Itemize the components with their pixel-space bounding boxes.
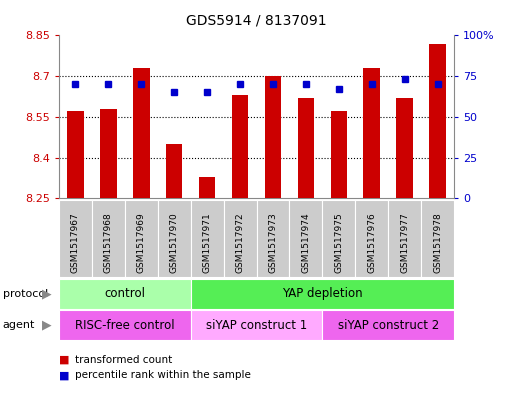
Bar <box>59 279 191 309</box>
Bar <box>256 200 289 277</box>
Text: GSM1517975: GSM1517975 <box>334 212 343 273</box>
Bar <box>330 112 347 198</box>
Bar <box>388 200 421 277</box>
Bar <box>59 200 92 277</box>
Bar <box>429 44 446 198</box>
Text: GSM1517970: GSM1517970 <box>170 212 179 273</box>
Bar <box>289 200 322 277</box>
Text: GSM1517971: GSM1517971 <box>203 212 212 273</box>
Bar <box>92 200 125 277</box>
Bar <box>265 76 281 198</box>
Bar <box>397 98 413 198</box>
Bar <box>158 200 191 277</box>
Bar <box>364 68 380 198</box>
Bar <box>355 200 388 277</box>
Bar <box>322 310 454 340</box>
Text: GSM1517967: GSM1517967 <box>71 212 80 273</box>
Bar <box>191 310 322 340</box>
Text: protocol: protocol <box>3 289 48 299</box>
Bar <box>125 200 158 277</box>
Text: control: control <box>104 287 145 300</box>
Bar <box>224 200 256 277</box>
Bar <box>298 98 314 198</box>
Bar <box>421 200 454 277</box>
Text: RISC-free control: RISC-free control <box>75 319 174 332</box>
Bar <box>199 177 215 198</box>
Bar <box>191 279 454 309</box>
Text: siYAP construct 1: siYAP construct 1 <box>206 319 307 332</box>
Text: ▶: ▶ <box>43 319 52 332</box>
Text: transformed count: transformed count <box>75 354 173 365</box>
Text: GSM1517978: GSM1517978 <box>433 212 442 273</box>
Text: GSM1517973: GSM1517973 <box>268 212 278 273</box>
Text: GSM1517974: GSM1517974 <box>301 212 310 273</box>
Text: percentile rank within the sample: percentile rank within the sample <box>75 370 251 380</box>
Text: GSM1517976: GSM1517976 <box>367 212 376 273</box>
Text: GDS5914 / 8137091: GDS5914 / 8137091 <box>186 14 327 28</box>
Bar <box>191 200 224 277</box>
Bar <box>100 109 116 198</box>
Bar <box>133 68 149 198</box>
Bar <box>322 200 355 277</box>
Bar <box>67 112 84 198</box>
Text: ■: ■ <box>59 370 69 380</box>
Text: GSM1517969: GSM1517969 <box>137 212 146 273</box>
Bar <box>59 310 191 340</box>
Text: GSM1517972: GSM1517972 <box>235 212 245 273</box>
Bar <box>232 95 248 198</box>
Text: ▶: ▶ <box>43 287 52 300</box>
Bar <box>166 144 183 198</box>
Text: siYAP construct 2: siYAP construct 2 <box>338 319 439 332</box>
Text: agent: agent <box>3 320 35 330</box>
Text: GSM1517977: GSM1517977 <box>400 212 409 273</box>
Text: ■: ■ <box>59 354 69 365</box>
Text: YAP depletion: YAP depletion <box>282 287 363 300</box>
Text: GSM1517968: GSM1517968 <box>104 212 113 273</box>
